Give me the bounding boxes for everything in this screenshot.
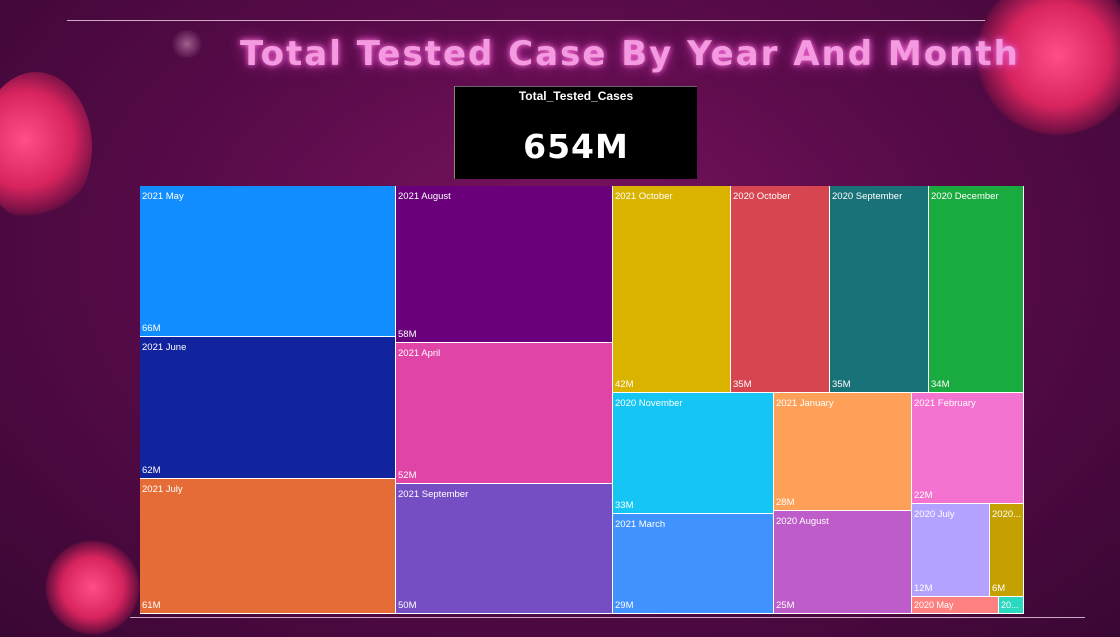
treemap-cell[interactable]: 2020 November 33M [613,393,774,514]
treemap-cell[interactable]: 2021 June 62M [140,337,396,479]
treemap-cell[interactable]: 2020 May [912,597,999,614]
kpi-card[interactable]: Total_Tested_Cases 654M [454,86,697,179]
treemap-cell[interactable]: 2020 August 25M [774,511,912,614]
treemap-cell-label: 2020 October [733,191,791,202]
treemap-cell-label: 2020 May [914,600,954,610]
kpi-label: Total_Tested_Cases [518,89,634,103]
treemap-chart: 2021 May 66M 2021 June 62M 2021 July 61M 2021 … [140,186,1024,614]
treemap-cell-value: 6M [992,583,1006,594]
blurred-orb-icon [170,30,204,58]
treemap-cell-value: 35M [733,379,752,390]
kpi-value: 654M [523,127,629,166]
treemap-cell-label: 2021 February [914,398,976,409]
treemap-cell-label: 2021 March [615,519,666,530]
virus-decoration-left-icon [0,72,92,222]
treemap-cell-value: 61M [142,600,161,611]
treemap-cell[interactable]: 20... [999,597,1024,614]
treemap-cell-label: 2020 September [832,191,903,202]
treemap-cell[interactable]: 2020 December 34M [929,186,1024,393]
treemap-cell-label: 2020 July [914,509,955,520]
treemap-cell-value: 52M [398,470,417,481]
treemap-cell-label: 2020... [992,509,1022,520]
treemap-cell-value: 50M [398,600,417,611]
treemap-cell-value: 34M [931,379,950,390]
footer-divider [130,617,1085,618]
header-divider [67,20,985,21]
treemap-cell-label: 2021 June [142,342,187,353]
treemap-cell[interactable]: 2021 September 50M [396,484,613,614]
treemap-cell-value: 33M [615,500,634,511]
treemap-cell[interactable]: 2021 April 52M [396,343,613,484]
treemap-cell-label: 2021 May [142,191,184,202]
treemap-cell-value: 66M [142,323,161,334]
treemap-cell-value: 62M [142,465,161,476]
treemap-cell-value: 58M [398,329,417,340]
treemap-cell[interactable]: 2021 October 42M [613,186,731,393]
treemap-cell-label: 2020 November [615,398,683,409]
treemap-cell[interactable]: 2021 July 61M [140,479,396,614]
treemap-cell[interactable]: 2021 February 22M [912,393,1024,504]
treemap-cell[interactable]: 2021 August 58M [396,186,613,343]
treemap-cell-label: 2020 August [776,516,829,527]
treemap-cell-label: 2021 October [615,191,673,202]
treemap-cell-label: 2021 April [398,348,441,359]
treemap-cell-value: 12M [914,583,933,594]
treemap-cell[interactable]: 2020 July 12M [912,504,990,597]
treemap-cell-value: 28M [776,497,795,508]
treemap-cell[interactable]: 2021 March 29M [613,514,774,614]
treemap-cell-value: 29M [615,600,634,611]
treemap-cell-label: 2020 December [931,191,999,202]
page-title: Total Tested Case By Year And Month [240,34,1020,74]
virus-decoration-bottom-left-icon [45,540,140,635]
treemap-cell-value: 42M [615,379,634,390]
treemap-cell[interactable]: 2020 September 35M [830,186,929,393]
treemap-cell-label: 2021 September [398,489,469,500]
treemap-cell-label: 20... [1001,600,1019,610]
treemap-cell-value: 25M [776,600,795,611]
treemap-cell[interactable]: 2020... 6M [990,504,1024,597]
virus-decoration-top-right-icon [975,0,1120,135]
treemap-cell-value: 22M [914,490,933,501]
treemap-cell[interactable]: 2020 October 35M [731,186,830,393]
treemap-cell-label: 2021 July [142,484,183,495]
treemap-cell[interactable]: 2021 January 28M [774,393,912,511]
treemap-cell-value: 35M [832,379,851,390]
treemap-cell-label: 2021 August [398,191,451,202]
treemap-cell[interactable]: 2021 May 66M [140,186,396,337]
treemap-cell-label: 2021 January [776,398,834,409]
